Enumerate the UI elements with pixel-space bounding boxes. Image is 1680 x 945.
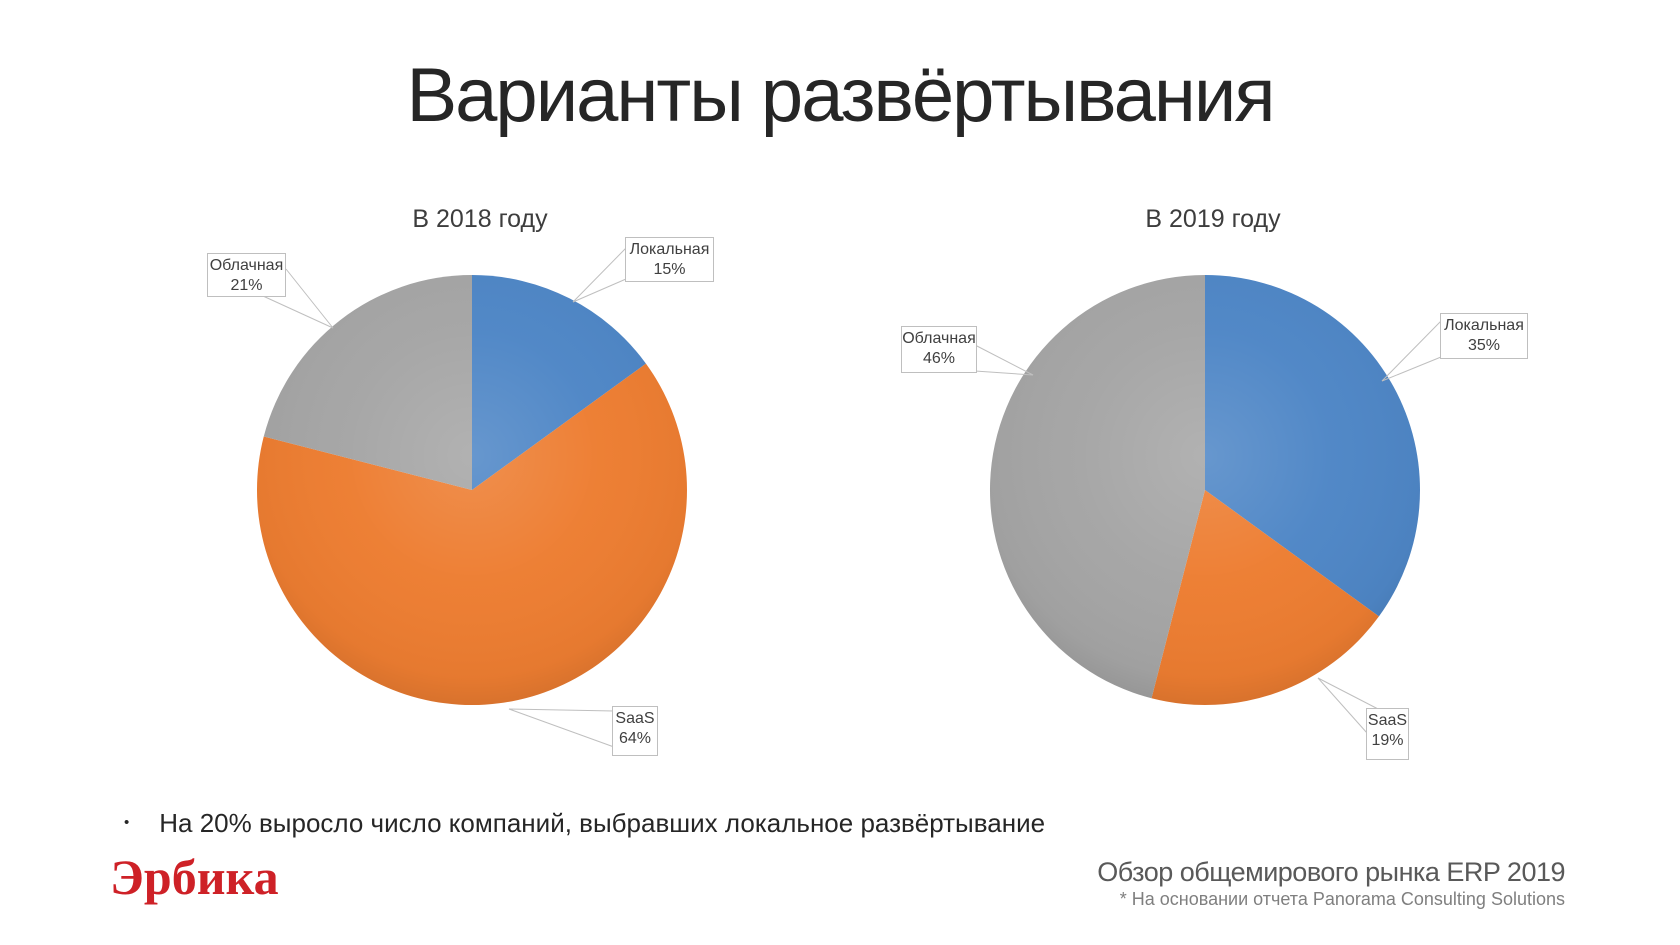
callout-leader-lokalnaya-2019 bbox=[1381, 320, 1442, 382]
pie-2018 bbox=[256, 274, 687, 705]
footer-block: Обзор общемирового рынка ERP 2019 * На о… bbox=[1097, 856, 1565, 910]
callout-label: Локальная bbox=[1444, 317, 1524, 334]
chart-title-2019: В 2019 году bbox=[1145, 205, 1281, 233]
callout-percent: 46% bbox=[922, 350, 956, 367]
callout-lokalnaya-2019: Локальная 35% bbox=[1440, 313, 1528, 359]
callout-saas-2019: SaaS 19% bbox=[1366, 708, 1409, 760]
callout-leader-saas-2019 bbox=[1317, 677, 1381, 734]
callout-lokalnaya-2018: Локальная 15% bbox=[625, 237, 714, 282]
callout-percent: 15% bbox=[653, 261, 686, 278]
callout-percent: 64% bbox=[618, 730, 652, 747]
callout-saas-2018: SaaS 64% bbox=[612, 706, 658, 756]
slide-title: Варианты развёртывания bbox=[406, 53, 1275, 138]
callout-leader-lokalnaya-2018 bbox=[572, 247, 627, 303]
callout-label: Облачная bbox=[209, 257, 284, 274]
callout-percent: 35% bbox=[1467, 337, 1501, 354]
callout-leader-oblachnaya-2018 bbox=[262, 268, 334, 329]
pie-shade-overlay bbox=[990, 275, 1420, 705]
callout-leader-lines bbox=[262, 247, 1442, 748]
company-logo: Эрбика bbox=[110, 849, 279, 905]
footer-source-note: * На основании отчета Panorama Consultin… bbox=[1119, 889, 1565, 909]
pie-shade-overlay bbox=[257, 275, 687, 705]
footer-report-title: Обзор общемирового рынка ERP 2019 bbox=[1097, 857, 1565, 887]
callout-percent: 19% bbox=[1371, 732, 1404, 749]
callout-oblachnaya-2019: Облачная 46% bbox=[901, 326, 977, 373]
callout-label: Облачная bbox=[902, 330, 976, 347]
callout-leader-saas-2018 bbox=[508, 708, 615, 748]
callout-label: SaaS bbox=[615, 710, 655, 727]
chart-title-2018: В 2018 году bbox=[412, 205, 548, 233]
pie-2019 bbox=[989, 274, 1420, 706]
bullet-text: На 20% выросло число компаний, выбравших… bbox=[159, 808, 1046, 838]
callout-percent: 21% bbox=[230, 277, 263, 294]
bullet-marker: • bbox=[124, 814, 130, 831]
callout-label: SaaS bbox=[1367, 712, 1408, 729]
bullet-item: • На 20% выросло число компаний, выбравш… bbox=[124, 806, 1045, 840]
callout-leader-oblachnaya-2019 bbox=[974, 344, 1034, 376]
callout-label: Локальная bbox=[629, 241, 710, 258]
callout-oblachnaya-2018: Облачная 21% bbox=[207, 253, 286, 297]
